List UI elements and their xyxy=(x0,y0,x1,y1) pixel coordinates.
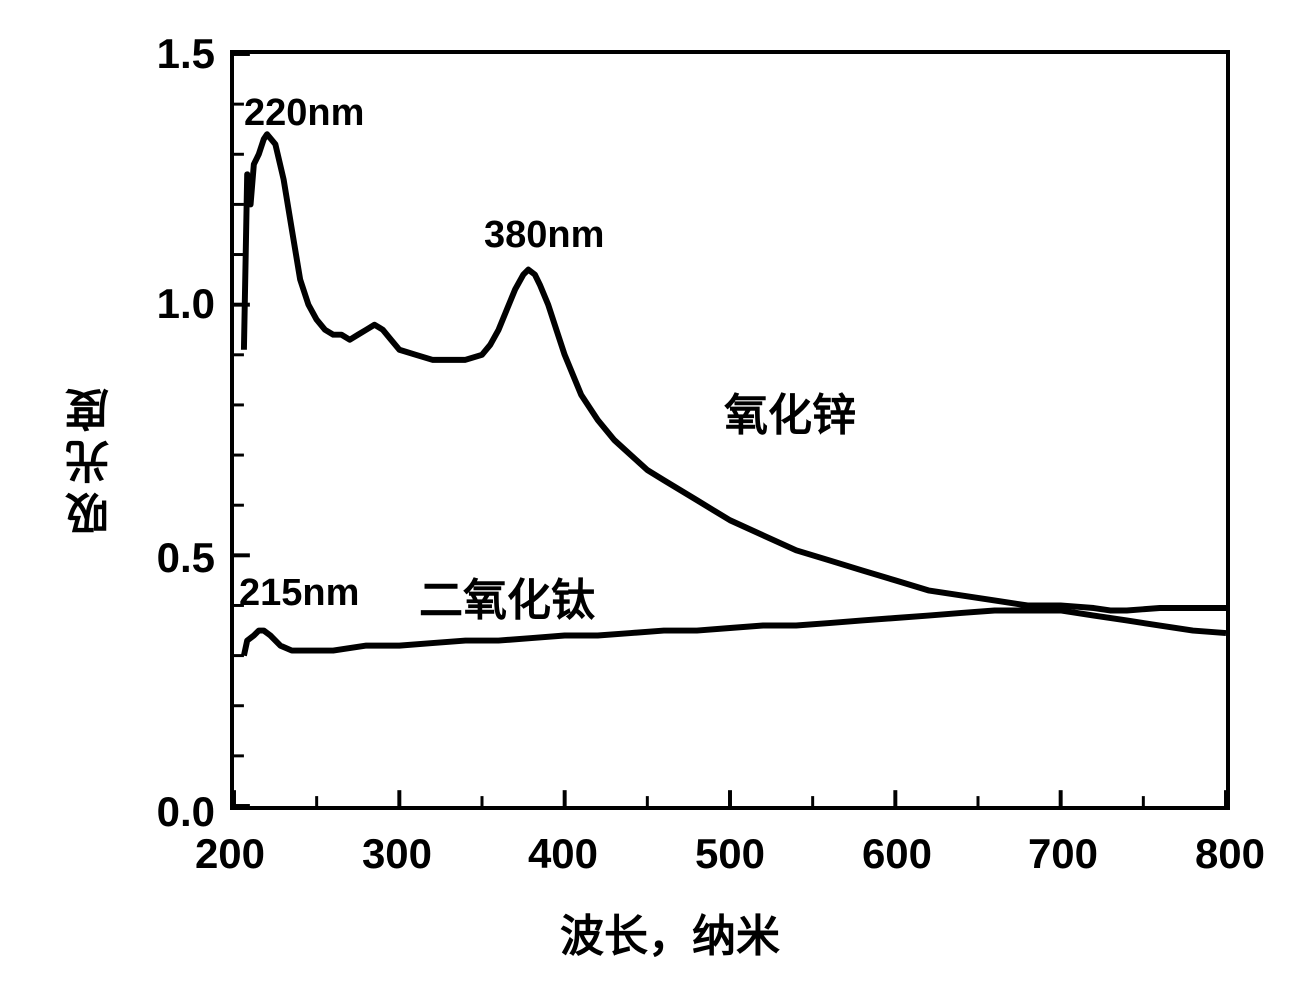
x-axis-label: 波长，纳米 xyxy=(560,900,780,964)
y-tick-1: 0.5 xyxy=(135,534,215,582)
x-tick-700: 700 xyxy=(1013,830,1113,878)
zno-curve xyxy=(244,134,1226,610)
x-tick-600: 600 xyxy=(847,830,947,878)
y-tick-2: 1.0 xyxy=(135,280,215,328)
x-tick-800: 800 xyxy=(1180,830,1280,878)
zno-series-label: 氧化锌 xyxy=(724,379,856,443)
peak-215nm: 215nm xyxy=(239,572,359,615)
peak-220nm: 220nm xyxy=(244,92,364,135)
tio2-curve xyxy=(244,610,1226,655)
x-tick-300: 300 xyxy=(347,830,447,878)
tio2-series-label: 二氧化钛 xyxy=(419,564,595,628)
y-axis-label: 吸光度 xyxy=(60,380,124,536)
y-tick-3: 1.5 xyxy=(135,30,215,78)
x-tick-200: 200 xyxy=(180,830,280,878)
x-tick-500: 500 xyxy=(680,830,780,878)
x-tick-400: 400 xyxy=(513,830,613,878)
plot-area: 220nm 380nm 215nm 氧化锌 二氧化钛 xyxy=(230,50,1230,810)
peak-380nm: 380nm xyxy=(484,214,604,257)
y-tick-0: 0.0 xyxy=(135,788,215,836)
chart-container: 吸光度 波长，纳米 0.0 0.5 1.0 1.5 200 300 400 50… xyxy=(60,30,1260,950)
